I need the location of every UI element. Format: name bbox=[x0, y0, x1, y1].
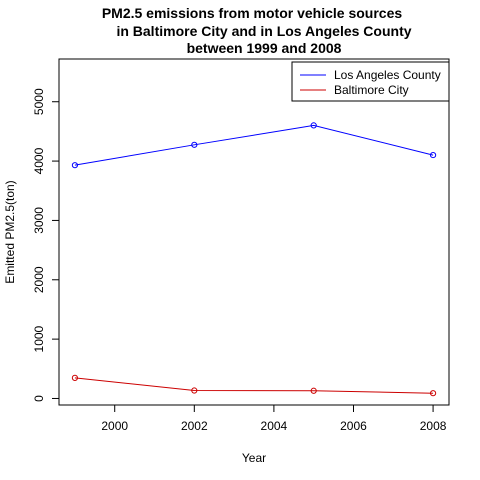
y-tick-label: 4000 bbox=[32, 147, 46, 174]
legend-label-baltimore: Baltimore City bbox=[334, 83, 409, 97]
y-tick-label: 5000 bbox=[32, 88, 46, 115]
chart-title-line-3: between 1999 and 2008 bbox=[187, 40, 342, 56]
y-tick-label: 3000 bbox=[32, 207, 46, 234]
x-tick-label: 2002 bbox=[181, 419, 208, 433]
data-point bbox=[310, 122, 317, 129]
x-tick-label: 2000 bbox=[101, 419, 128, 433]
y-axis-label: Emitted PM2.5(ton) bbox=[3, 180, 17, 283]
plot-box bbox=[58, 58, 450, 406]
data-point bbox=[191, 387, 198, 394]
y-axis: 0 1000 2000 3000 4000 5000 bbox=[32, 88, 60, 402]
data-point bbox=[429, 390, 437, 397]
legend-box bbox=[291, 61, 450, 102]
chart-title-line-1: PM2.5 emissions from motor vehicle sourc… bbox=[102, 5, 403, 21]
data-point bbox=[71, 374, 79, 381]
series-line-1 bbox=[74, 377, 434, 394]
data-point bbox=[310, 387, 317, 394]
series-layer bbox=[71, 122, 437, 397]
data-point bbox=[191, 141, 198, 148]
x-tick-label: 2006 bbox=[340, 419, 367, 433]
data-point bbox=[71, 162, 79, 169]
x-tick-label: 2004 bbox=[261, 419, 288, 433]
series-line-0 bbox=[74, 124, 434, 166]
legend: Los Angeles County Baltimore City bbox=[291, 61, 450, 102]
chart-title-line-2: in Baltimore City and in Los Angeles Cou… bbox=[116, 23, 411, 39]
x-axis: 2000 2002 2004 2006 2008 bbox=[101, 404, 447, 433]
y-tick-label: 2000 bbox=[32, 266, 46, 293]
legend-label-los-angeles: Los Angeles County bbox=[334, 68, 441, 82]
x-tick-label: 2008 bbox=[420, 419, 447, 433]
x-axis-label: Year bbox=[242, 451, 266, 465]
data-point bbox=[429, 151, 437, 159]
y-tick-label: 1000 bbox=[32, 325, 46, 352]
y-tick-label: 0 bbox=[32, 395, 46, 402]
